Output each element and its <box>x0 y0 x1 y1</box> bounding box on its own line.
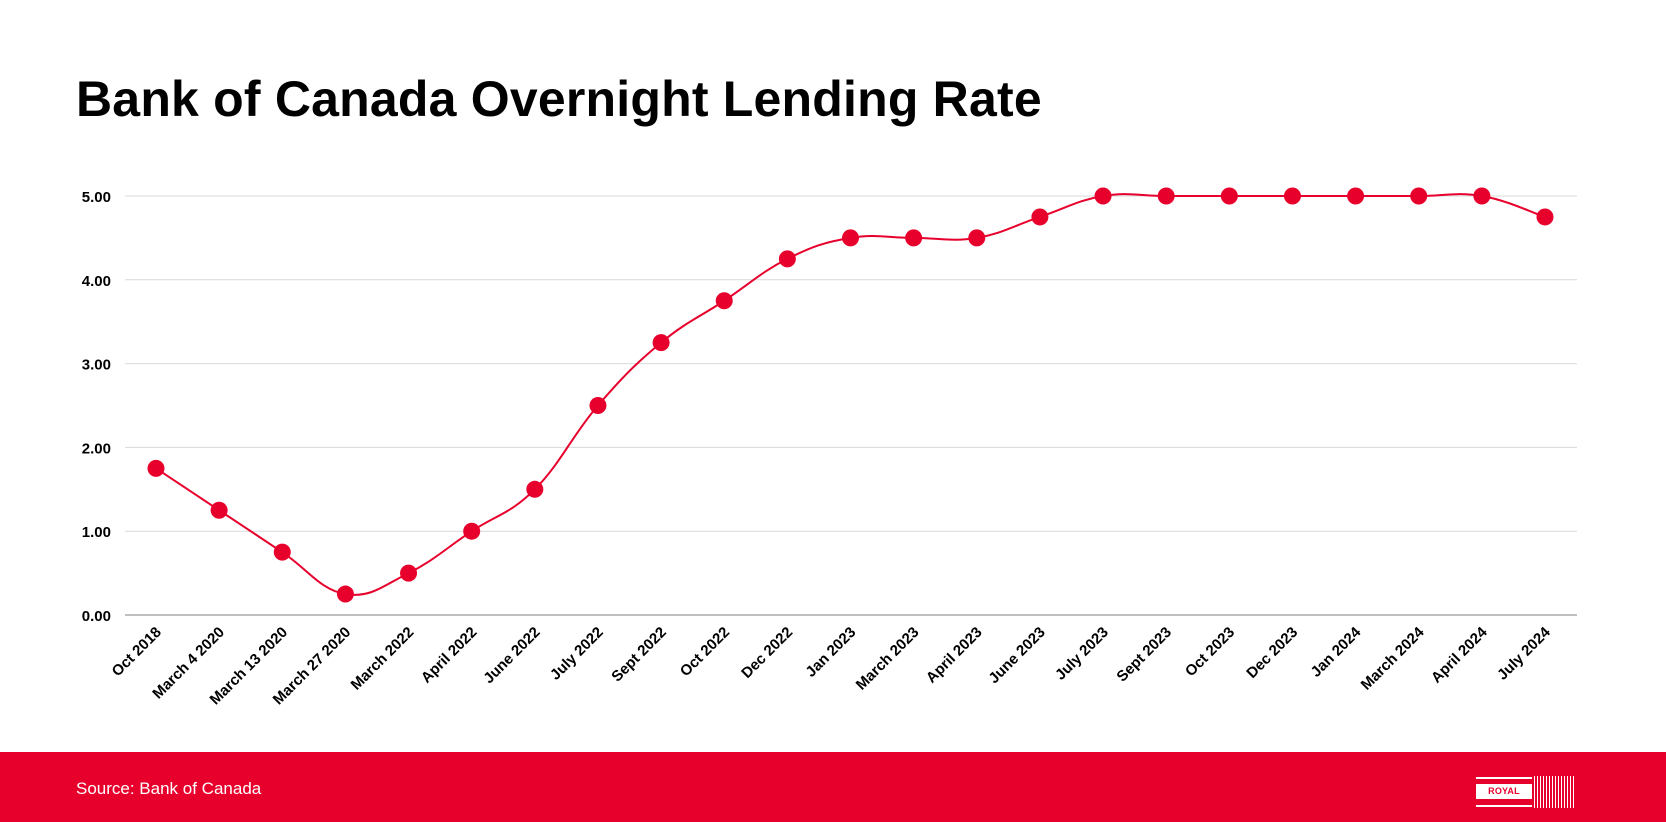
y-tick-label: 0.00 <box>82 608 111 625</box>
y-axis-tick-labels: 0.00 1.00 2.00 3.00 4.00 5.00 <box>82 189 111 625</box>
data-point <box>336 585 354 603</box>
x-tick-label: July 2024 <box>1494 623 1554 683</box>
x-tick-label: Oct 2023 <box>1182 624 1238 680</box>
logo-wordmark: ROYAL LEPAGE <box>1476 784 1532 811</box>
x-tick-label: Jan 2023 <box>802 624 859 681</box>
data-point <box>1410 187 1428 205</box>
data-point <box>1536 208 1554 226</box>
y-tick-label: 1.00 <box>82 524 111 541</box>
data-point <box>1220 187 1238 205</box>
data-point <box>273 543 291 561</box>
x-tick-label: April 2023 <box>923 624 986 687</box>
y-tick-label: 4.00 <box>82 273 111 290</box>
x-tick-label: March 2022 <box>348 624 418 694</box>
data-point <box>715 292 733 310</box>
y-tick-label: 3.00 <box>82 357 111 374</box>
data-point <box>463 522 481 540</box>
x-tick-label: April 2024 <box>1428 623 1491 686</box>
logo-top-line <box>1476 777 1532 779</box>
x-tick-label: June 2023 <box>985 624 1048 687</box>
logo-bottom-line <box>1476 805 1532 807</box>
data-point <box>1157 187 1175 205</box>
data-point <box>210 501 228 519</box>
x-tick-label: Oct 2018 <box>109 624 165 680</box>
data-point <box>1347 187 1365 205</box>
y-tick-label: 2.00 <box>82 440 111 457</box>
x-tick-label: Sept 2022 <box>608 624 670 686</box>
x-tick-label: Dec 2023 <box>1243 624 1301 682</box>
data-point <box>652 334 670 352</box>
series-line <box>155 193 1546 596</box>
footer-bar: Source: Bank of Canada ROYAL LEPAGE <box>0 752 1666 822</box>
royal-lepage-logo: ROYAL LEPAGE <box>1476 776 1574 811</box>
data-point <box>1473 187 1491 205</box>
data-point <box>1094 187 1112 205</box>
data-point <box>905 229 923 247</box>
data-point <box>842 229 859 247</box>
x-tick-label: July 2023 <box>1052 624 1112 684</box>
page-title: Bank of Canada Overnight Lending Rate <box>76 71 1042 127</box>
x-tick-label: Jan 2024 <box>1308 623 1365 680</box>
data-point <box>1283 187 1301 205</box>
x-tick-label: June 2022 <box>480 624 543 687</box>
data-point <box>400 564 418 582</box>
gridlines <box>125 195 1577 616</box>
data-point <box>589 397 607 414</box>
x-tick-label: July 2022 <box>547 624 607 684</box>
x-tick-label: March 2023 <box>853 624 923 694</box>
data-point <box>526 480 544 498</box>
x-tick-label: Sept 2023 <box>1113 624 1175 686</box>
source-note: Source: Bank of Canada <box>76 779 262 798</box>
x-tick-label: April 2022 <box>418 624 481 687</box>
x-tick-label: Oct 2022 <box>677 624 733 680</box>
logo-barcode-mark <box>1534 776 1574 808</box>
x-tick-label: March 2024 <box>1358 623 1428 693</box>
data-point <box>968 229 986 247</box>
x-tick-label: Dec 2022 <box>738 624 796 682</box>
data-point <box>1031 208 1049 226</box>
data-point <box>147 459 165 477</box>
data-points <box>147 187 1554 603</box>
y-tick-label: 5.00 <box>82 189 111 206</box>
data-point <box>778 250 796 268</box>
